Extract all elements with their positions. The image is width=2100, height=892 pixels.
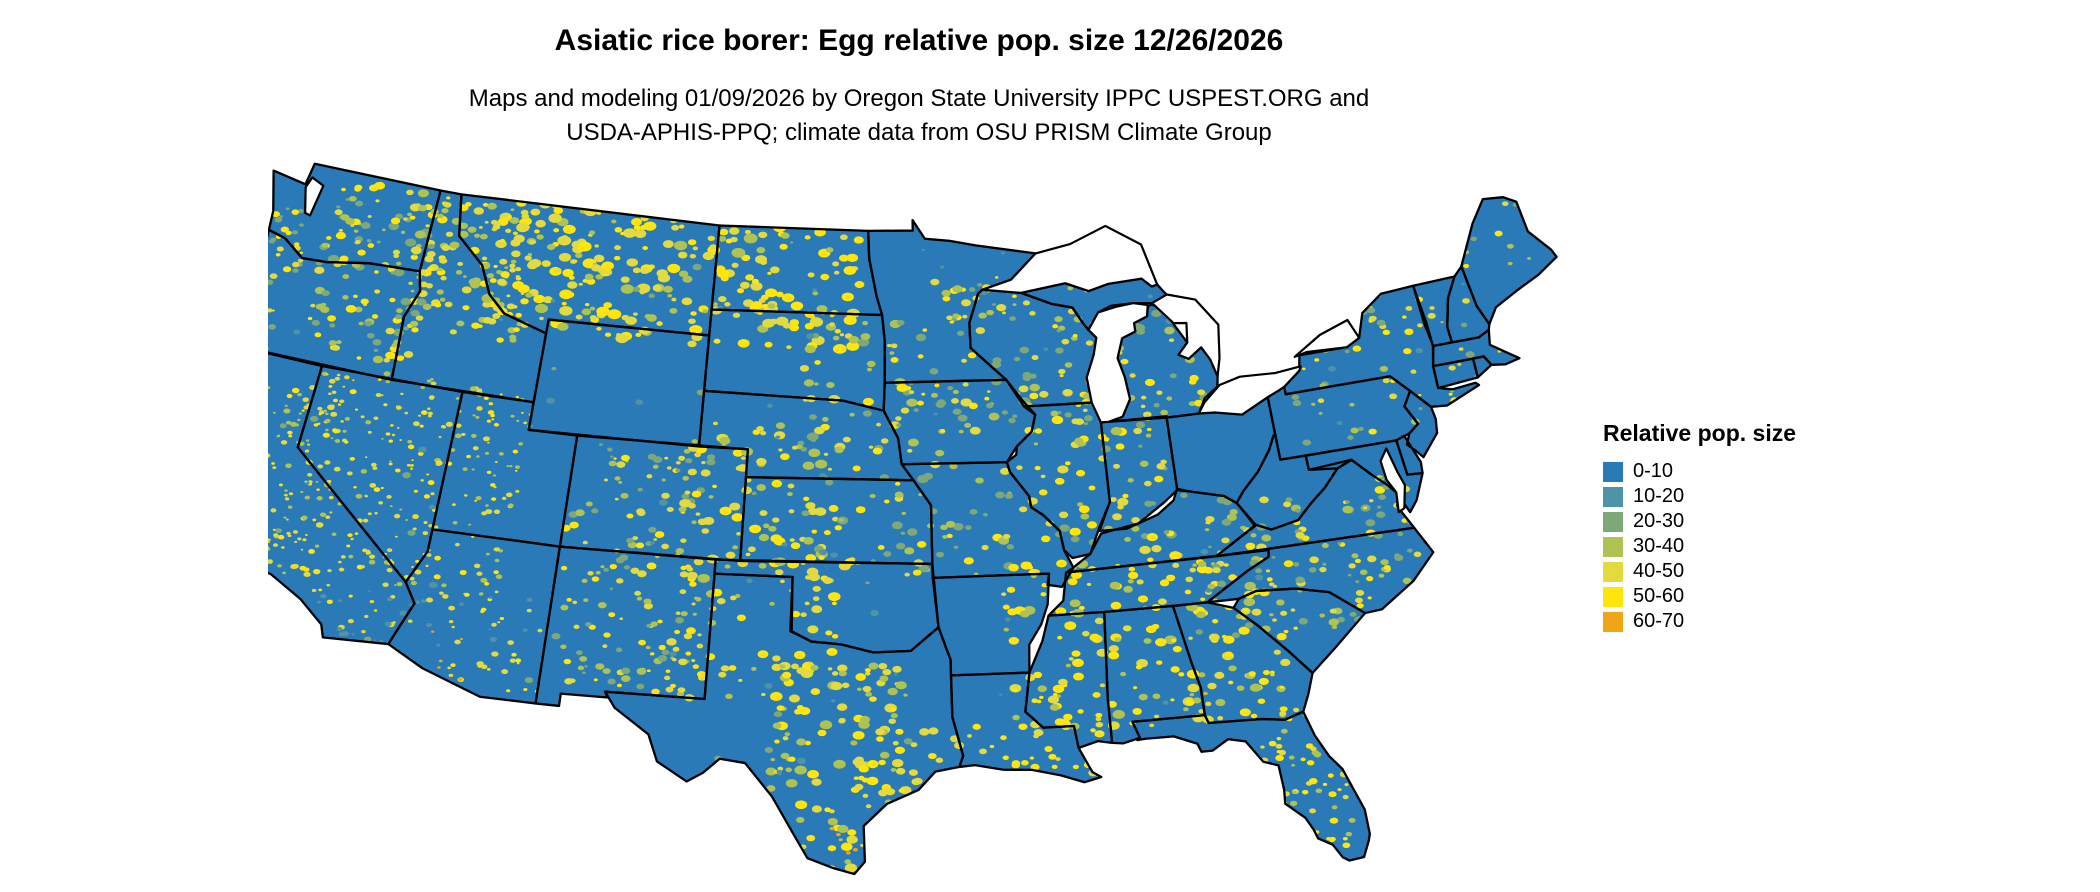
legend-label: 0-10	[1633, 460, 1674, 482]
legend-item: 30-40	[1603, 534, 1863, 559]
legend-item: 0-10	[1603, 459, 1863, 484]
legend-item: 10-20	[1603, 484, 1863, 509]
legend-label: 40-50	[1633, 560, 1685, 582]
subtitle-line-1: Maps and modeling 01/09/2026 by Oregon S…	[468, 85, 1370, 112]
legend-item: 40-50	[1603, 559, 1863, 584]
page-title: Asiatic rice borer: Egg relative pop. si…	[0, 24, 1838, 58]
legend-label: 30-40	[1633, 535, 1685, 557]
state-fills	[268, 163, 1557, 875]
legend-swatch	[1603, 586, 1623, 607]
legend-swatch	[1603, 486, 1623, 507]
legend-item: 50-60	[1603, 584, 1863, 609]
legend-item: 20-30	[1603, 509, 1863, 534]
population-raster	[268, 181, 1557, 873]
legend-title: Relative pop. size	[1603, 420, 1797, 446]
legend-swatch	[1603, 511, 1623, 532]
legend-label: 50-60	[1633, 585, 1685, 607]
legend-label: 60-70	[1633, 610, 1685, 632]
legend-swatch	[1603, 611, 1623, 632]
legend-label: 10-20	[1633, 485, 1685, 507]
legend-items: 0-10 10-20 20-30 30-40 40-50 50-60 60-70	[1603, 459, 1863, 634]
great-lakes	[305, 177, 1405, 512]
legend: Relative pop. size 0-10 10-20 20-30 30-40 40…	[1603, 420, 1863, 634]
legend-swatch	[1603, 561, 1623, 582]
us-map	[268, 158, 1568, 888]
map-subtitle: Maps and modeling 01/09/2026 by Oregon S…	[0, 82, 1838, 150]
subtitle-line-2: USDA-APHIS-PPQ; climate data from OSU PR…	[566, 119, 1272, 146]
legend-item: 60-70	[1603, 609, 1863, 634]
map-title-text: Asiatic rice borer: Egg relative pop. si…	[554, 24, 1284, 57]
legend-swatch	[1603, 536, 1623, 557]
state-borders	[268, 164, 1557, 874]
legend-swatch	[1603, 461, 1623, 482]
legend-label: 20-30	[1633, 510, 1685, 532]
map-figure	[268, 158, 1568, 888]
